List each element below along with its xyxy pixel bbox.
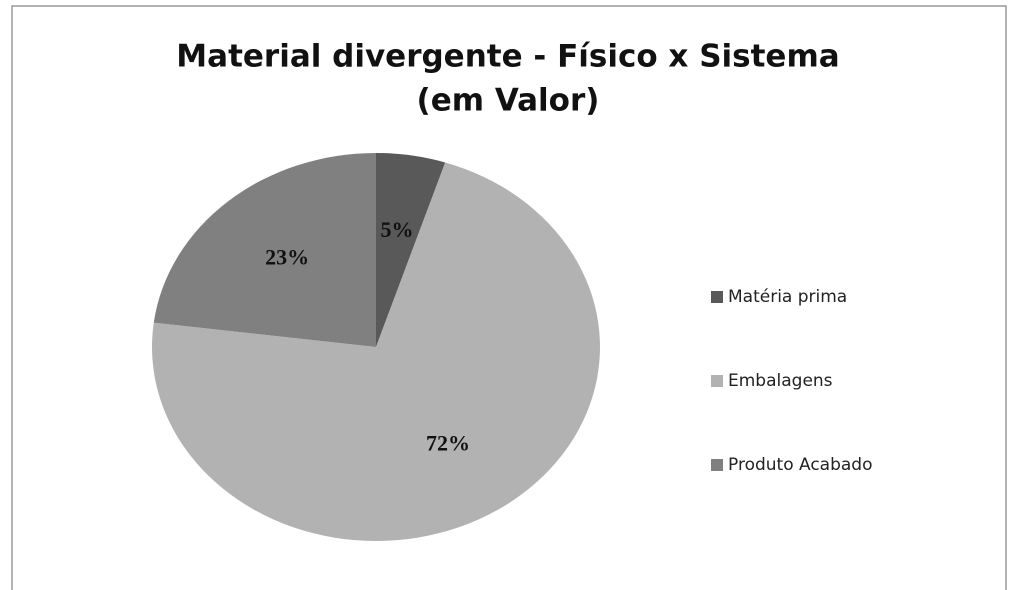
legend-swatch xyxy=(711,291,723,303)
data-label: 23% xyxy=(265,245,309,270)
pie-slice xyxy=(153,153,376,347)
legend-swatch xyxy=(711,375,723,387)
legend-label: Produto Acabado xyxy=(728,455,873,475)
legend-label: Matéria prima xyxy=(728,287,847,307)
chart-title: Material divergente - Físico x Sistema xyxy=(176,39,839,75)
legend-swatch xyxy=(711,459,723,471)
data-label: 5% xyxy=(381,217,414,242)
chart-title: (em Valor) xyxy=(417,83,600,119)
data-label: 72% xyxy=(426,430,470,455)
pie-slice xyxy=(152,162,600,541)
legend-label: Embalagens xyxy=(728,371,833,391)
pie-slice xyxy=(376,153,446,347)
